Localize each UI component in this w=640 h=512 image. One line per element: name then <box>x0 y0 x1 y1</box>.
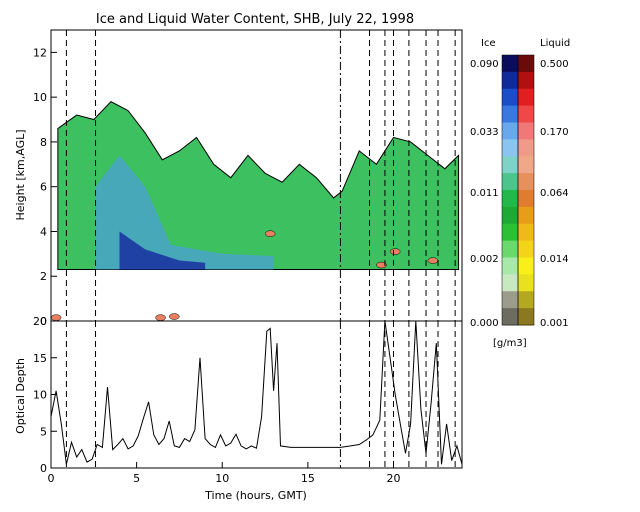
liquid-color-step <box>518 190 534 208</box>
x-axis-label: Time (hours, GMT) <box>204 489 307 502</box>
liquid-color-step <box>518 122 534 140</box>
top-y-axis: 0 2 4 6 8 10 12 <box>33 46 57 328</box>
liquid-color-step <box>518 257 534 275</box>
liquid-tick-label: 0.064 <box>540 188 569 199</box>
bottom-ytick-label: 5 <box>40 425 47 438</box>
ice-color-step <box>502 71 518 90</box>
xtick-label: 10 <box>215 472 229 485</box>
liquid-patch <box>264 230 276 237</box>
x-axis: 0 5 10 15 20 <box>48 462 401 485</box>
liquid-color-step <box>518 105 534 123</box>
top-ytick-label: 8 <box>40 136 47 149</box>
top-ytick-label: 2 <box>40 270 47 283</box>
liquid-color-step <box>518 274 534 292</box>
bottom-reference-lines <box>65 321 456 468</box>
liquid-tick-label: 0.014 <box>540 254 569 265</box>
optical-depth-panel: 0 5 10 15 20 0 5 10 15 20 Optical Depth Time (ho… <box>14 315 463 502</box>
ice-label: Ice <box>481 38 496 49</box>
top-ytick-label: 4 <box>40 225 47 238</box>
liquid-color-step <box>518 71 534 90</box>
xtick-label: 20 <box>387 472 401 485</box>
ice-color-step <box>502 156 518 174</box>
ice-tick-label: 0.033 <box>470 127 499 138</box>
ice-color-step <box>502 190 518 208</box>
ice-color-step <box>502 308 518 326</box>
bottom-ytick-label: 0 <box>40 462 47 475</box>
liquid-patch <box>155 314 166 321</box>
liquid-color-step <box>518 240 534 258</box>
liquid-color-step <box>518 55 534 73</box>
bottom-ytick-label: 15 <box>33 352 47 365</box>
ice-color-step <box>502 257 518 275</box>
bottom-ytick-label: 20 <box>33 315 47 328</box>
xtick-label: 0 <box>48 472 55 485</box>
bottom-ylabel: Optical Depth <box>14 358 27 434</box>
liquid-scale-frame <box>517 54 535 326</box>
bottom-y-axis: 0 5 10 15 20 <box>33 315 57 475</box>
liquid-color-step <box>518 156 534 174</box>
xtick-label: 5 <box>133 472 140 485</box>
liquid-color-step <box>518 173 534 191</box>
water-content-field <box>51 101 460 321</box>
liquid-color-scale <box>518 55 534 326</box>
liquid-patch <box>376 261 387 269</box>
liquid-color-step <box>518 88 534 107</box>
liquid-tick-label: 0.500 <box>540 59 569 70</box>
optical-depth-line <box>50 320 463 465</box>
ice-color-step <box>502 105 518 123</box>
top-ytick-label: 6 <box>40 181 47 194</box>
top-ytick-label: 0 <box>40 315 47 328</box>
ice-color-step <box>502 88 518 107</box>
liquid-label: Liquid <box>540 38 570 49</box>
liquid-patch <box>51 314 62 321</box>
ice-color-scale <box>502 55 518 326</box>
ice-color-step <box>502 55 518 73</box>
liquid-patch <box>169 313 180 320</box>
ice-color-step <box>502 240 518 258</box>
ice-color-step <box>502 173 518 191</box>
bottom-ytick-label: 10 <box>33 389 47 402</box>
top-ytick-label: 10 <box>33 91 47 104</box>
liquid-color-step <box>518 223 534 242</box>
unit-label: [g/m3] <box>493 338 527 349</box>
liquid-tick-label: 0.170 <box>540 127 569 138</box>
liquid-color-step <box>518 139 534 157</box>
top-ytick-label: 12 <box>33 46 47 59</box>
ice-tick-label: 0.000 <box>470 318 499 329</box>
liquid-patch <box>427 257 439 264</box>
colorbar-ticks: 0.090 0.033 0.011 0.002 0.000 0.500 0.170 0.064… <box>470 59 569 329</box>
chart-title: Ice and Liquid Water Content, SHB, July … <box>96 12 414 27</box>
ice-color-step <box>502 122 518 140</box>
top-ylabel: Height [km,AGL] <box>14 129 27 220</box>
xtick-label: 15 <box>301 472 315 485</box>
colorbar: Ice Liquid 0.090 0.033 0.011 0.002 0.000 0.50… <box>470 38 570 349</box>
densest-ice-region <box>119 231 206 270</box>
ice-color-step <box>502 274 518 292</box>
liquid-color-step <box>518 206 534 225</box>
liquid-patch <box>389 248 401 255</box>
ice-color-step <box>502 223 518 242</box>
ice-tick-label: 0.011 <box>470 188 499 199</box>
ice-tick-label: 0.090 <box>470 59 499 70</box>
height-time-panel: 0 2 4 6 8 10 12 Height [km,AGL] <box>14 29 463 328</box>
top-reference-lines <box>65 30 456 321</box>
dense-ice-region <box>95 155 274 270</box>
ice-tick-label: 0.002 <box>470 254 499 265</box>
ice-color-step <box>502 206 518 225</box>
liquid-color-step <box>518 291 534 309</box>
liquid-color-step <box>518 308 534 326</box>
ice-color-step <box>502 291 518 309</box>
liquid-tick-label: 0.001 <box>540 318 569 329</box>
ice-color-step <box>502 139 518 157</box>
